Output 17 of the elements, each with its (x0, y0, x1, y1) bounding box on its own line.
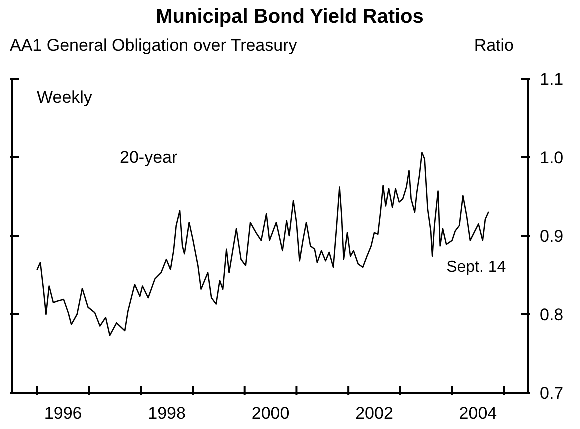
y-tick-label: 1.0 (540, 148, 564, 168)
y-tick-label: 0.7 (540, 384, 564, 403)
x-tick-label: 2002 (356, 404, 394, 423)
annotation: Sept. 14 (446, 259, 506, 278)
line-series (36, 152, 490, 336)
x-tick-label: 2000 (252, 404, 290, 423)
y-tick-label: 0.8 (540, 306, 564, 324)
x-tick-label: 2004 (459, 404, 498, 423)
y-axis-title: Ratio (474, 36, 514, 56)
x-tick-label: 1996 (44, 404, 82, 423)
annotation: Weekly (37, 88, 92, 108)
x-tick-label: 1998 (148, 404, 186, 423)
y-tick-label: 0.9 (540, 227, 564, 246)
text: 20-year (120, 148, 178, 168)
chart-subtitle: AA1 General Obligation over Treasury (10, 36, 298, 56)
y-tick-label: 1.1 (540, 70, 564, 89)
chart-title: Municipal Bond Yield Ratios (155, 6, 425, 29)
